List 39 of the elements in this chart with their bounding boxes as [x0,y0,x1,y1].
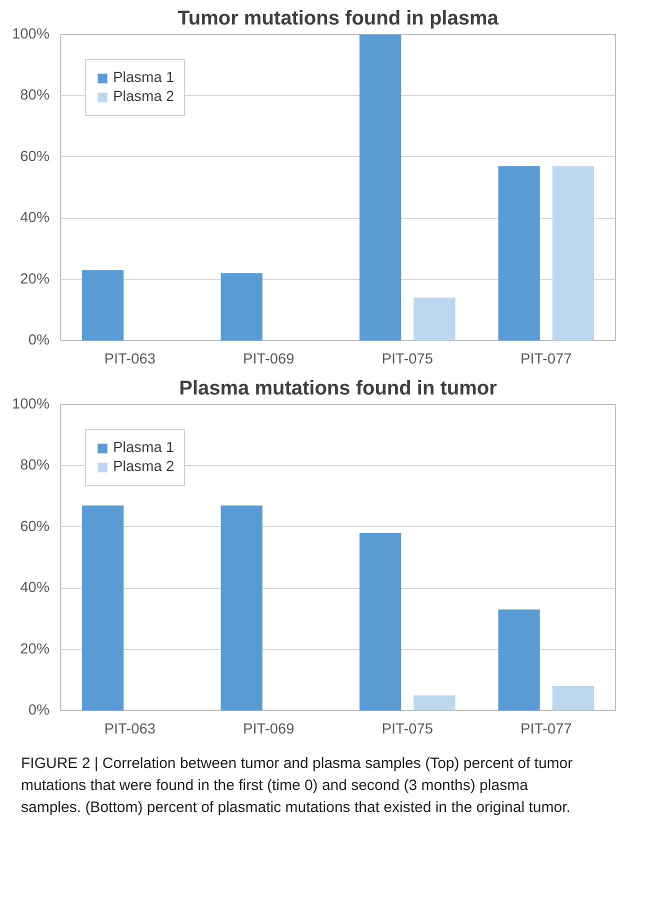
chart-title: Plasma mutations found in tumor [179,378,498,400]
x-tick-label: PIT-075 [382,352,434,368]
bar [220,273,262,340]
legend-label: Plasma 2 [113,459,174,475]
y-tick-label: 40% [20,210,50,226]
chart-title: Tumor mutations found in plasma [178,8,500,30]
y-tick-label: 20% [20,641,50,658]
bar [82,270,124,340]
y-tick-label: 80% [20,458,50,474]
legend-label: Plasma 1 [113,440,174,456]
bar [552,166,594,340]
bar [414,695,456,710]
x-tick-label: PIT-077 [520,352,572,368]
y-tick-label: 0% [28,332,50,348]
y-tick-label: 0% [28,702,50,718]
x-tick-label: PIT-063 [104,722,156,738]
y-tick-label: 100% [12,26,50,42]
legend-label: Plasma 1 [113,70,174,86]
x-tick-label: PIT-063 [104,352,156,368]
y-tick-label: 40% [20,580,50,596]
y-tick-label: 20% [20,271,50,288]
bar [220,505,262,710]
y-tick-label: 60% [20,148,50,165]
bar [82,505,124,710]
x-tick-label: PIT-075 [382,722,434,738]
x-tick-label: PIT-069 [242,722,294,738]
x-tick-label: PIT-069 [242,352,294,368]
x-tick-label: PIT-077 [520,722,572,738]
bar [360,34,402,340]
legend-label: Plasma 2 [113,89,174,105]
bar [552,686,594,710]
y-tick-label: 80% [20,88,50,104]
bar [360,533,402,710]
bar [498,166,540,340]
bar [498,610,540,710]
y-tick-label: 60% [20,518,50,535]
bar [414,298,456,340]
caption: FIGURE 2 | Correlation between tumor and plasma samples (Top) percent of tumor mutations that were found in the first (time 0) and second (3 months) plasma samples. (Bottom) percent of plasmatic mutations that existed in the original tumor. [20,754,574,818]
y-tick-label: 100% [12,396,50,412]
